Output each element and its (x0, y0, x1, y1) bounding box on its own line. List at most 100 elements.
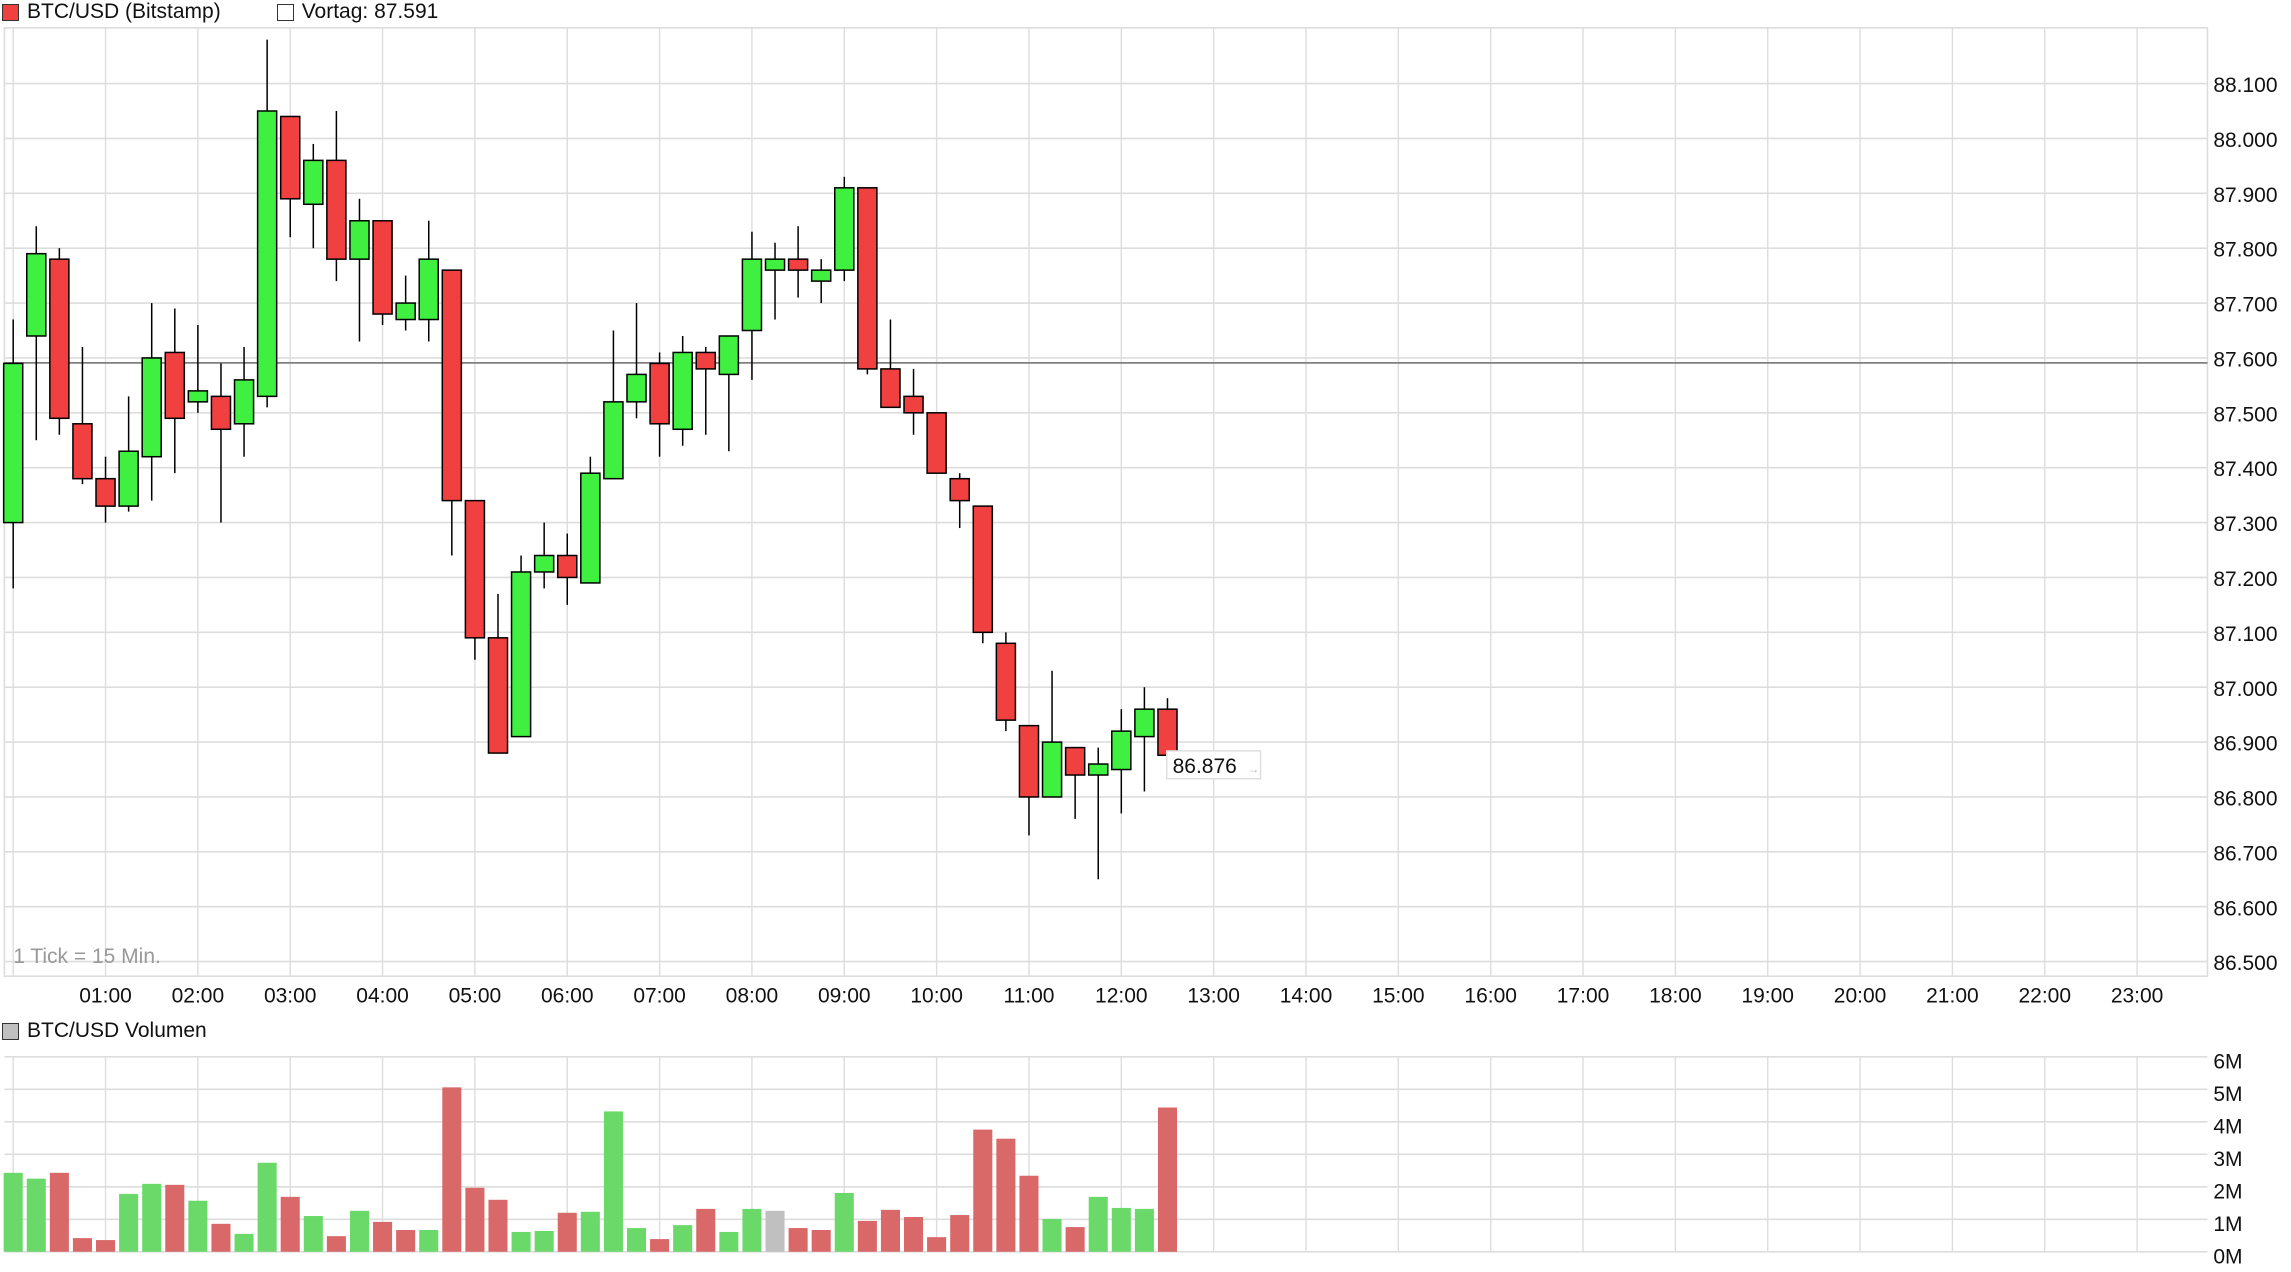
candle[interactable] (326, 110, 347, 282)
volume-bar[interactable] (3, 1172, 23, 1252)
volume-bar[interactable] (1134, 1208, 1154, 1252)
volume-bar[interactable] (788, 1228, 808, 1252)
volume-bar[interactable] (742, 1208, 762, 1252)
candle[interactable] (372, 219, 393, 326)
volume-bar[interactable] (142, 1183, 162, 1252)
volume-bar[interactable] (580, 1211, 600, 1252)
candle[interactable] (741, 231, 763, 380)
volume-bar[interactable] (557, 1212, 577, 1252)
candle[interactable] (118, 396, 139, 512)
volume-bar[interactable] (511, 1231, 531, 1252)
candle[interactable] (764, 242, 786, 320)
volume-bar[interactable] (811, 1229, 831, 1252)
candle[interactable] (233, 346, 255, 457)
candle[interactable] (395, 275, 416, 331)
candle[interactable] (1087, 747, 1109, 880)
candle[interactable] (1157, 698, 1178, 759)
volume-bar[interactable] (950, 1215, 970, 1252)
candle[interactable] (210, 363, 232, 523)
volume-bar[interactable] (188, 1200, 208, 1252)
candle[interactable] (141, 303, 162, 501)
candle[interactable] (1018, 724, 1040, 836)
volume-bar[interactable] (996, 1138, 1016, 1252)
candle[interactable] (810, 259, 832, 304)
candle[interactable] (349, 198, 370, 342)
candle[interactable] (972, 505, 994, 644)
volume-bar[interactable] (373, 1221, 393, 1252)
candle[interactable] (187, 325, 209, 413)
candle[interactable] (303, 143, 324, 249)
candle[interactable] (1041, 670, 1063, 798)
volume-bar[interactable] (880, 1209, 900, 1252)
volume-bar[interactable] (257, 1162, 277, 1252)
volume-bar[interactable] (1042, 1218, 1062, 1252)
volume-bar[interactable] (349, 1210, 370, 1252)
candle[interactable] (441, 269, 463, 556)
volume-bar[interactable] (673, 1225, 693, 1252)
volume-bar[interactable] (1157, 1107, 1178, 1252)
volume-bar[interactable] (973, 1129, 993, 1252)
candle[interactable] (949, 473, 970, 529)
candle[interactable] (834, 176, 855, 282)
candle[interactable] (857, 187, 878, 375)
candle[interactable] (95, 456, 116, 523)
candle[interactable] (72, 346, 93, 485)
volume-bar[interactable] (234, 1233, 254, 1252)
volume-bar[interactable] (719, 1231, 739, 1252)
volume-bar[interactable] (465, 1187, 485, 1252)
candle[interactable] (626, 303, 647, 419)
volume-bar[interactable] (534, 1230, 554, 1252)
candle[interactable] (718, 335, 740, 452)
volume-bar[interactable] (904, 1217, 924, 1252)
volume-bar[interactable] (834, 1192, 854, 1252)
candle[interactable] (164, 308, 186, 474)
candle[interactable] (903, 368, 924, 435)
candle[interactable] (1064, 746, 1086, 819)
volume-bar[interactable] (626, 1228, 647, 1252)
candle[interactable] (49, 248, 70, 435)
volume-bar[interactable] (488, 1199, 508, 1252)
volume-bar[interactable] (26, 1178, 46, 1252)
volume-bar[interactable] (396, 1229, 416, 1252)
volume-bar[interactable] (280, 1196, 300, 1252)
volume-bar[interactable] (96, 1240, 116, 1252)
volume-bar[interactable] (1065, 1227, 1085, 1252)
volume-color-swatch[interactable] (2, 1022, 19, 1040)
candle[interactable] (672, 335, 693, 446)
prev-close-swatch[interactable] (276, 3, 294, 21)
candle[interactable] (2, 319, 24, 589)
candle[interactable] (279, 115, 301, 238)
volume-bar[interactable] (211, 1223, 231, 1252)
candle[interactable] (603, 330, 624, 480)
volume-bar[interactable] (165, 1184, 185, 1252)
candle[interactable] (695, 346, 717, 435)
candle[interactable] (1111, 709, 1132, 814)
candle[interactable] (880, 319, 901, 409)
candle[interactable] (26, 226, 47, 441)
candle[interactable] (926, 412, 947, 474)
candle[interactable] (256, 39, 278, 408)
candle[interactable] (580, 456, 601, 584)
candle[interactable] (649, 352, 670, 457)
candle[interactable] (787, 226, 809, 298)
volume-bar[interactable] (1111, 1207, 1131, 1252)
volume-bar[interactable] (72, 1238, 92, 1252)
volume-bar[interactable] (1019, 1175, 1039, 1252)
candle[interactable] (533, 522, 555, 589)
candle[interactable] (487, 593, 509, 754)
volume-bar[interactable] (442, 1087, 462, 1252)
volume-bar[interactable] (650, 1239, 670, 1252)
candle[interactable] (995, 632, 1017, 732)
volume-bar[interactable] (1088, 1196, 1108, 1252)
volume-bar[interactable] (603, 1111, 623, 1252)
volume-bar[interactable] (419, 1229, 439, 1252)
candle[interactable] (1134, 687, 1155, 792)
series-color-swatch[interactable] (2, 3, 19, 21)
volume-bar[interactable] (696, 1208, 716, 1252)
volume-bar[interactable] (326, 1236, 346, 1252)
candle[interactable] (556, 533, 578, 605)
volume-bar[interactable] (765, 1210, 785, 1252)
candle[interactable] (464, 499, 486, 660)
candle[interactable] (418, 220, 440, 342)
